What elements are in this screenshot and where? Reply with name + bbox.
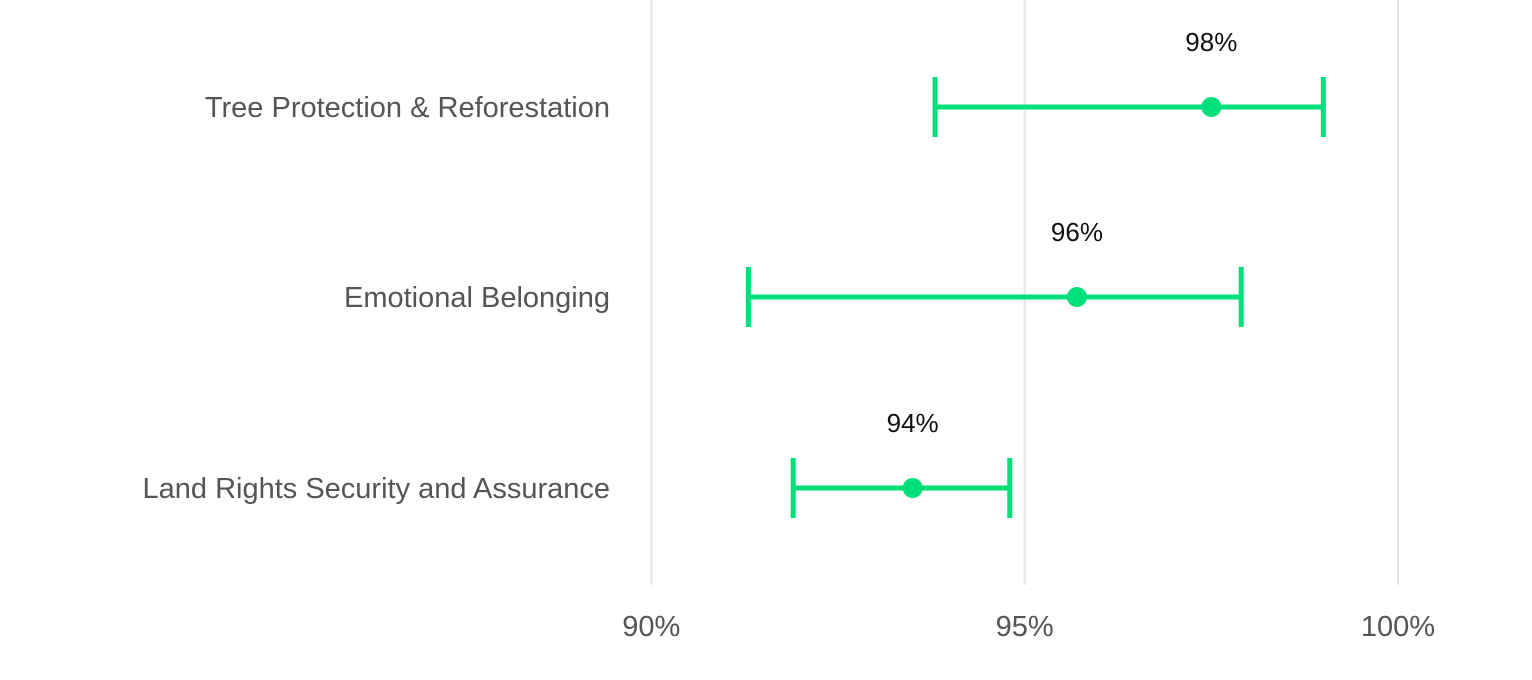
value-label: 98% [1185,27,1237,57]
category-label: Tree Protection & Reforestation [205,92,610,124]
x-tick-label: 100% [1361,611,1435,643]
estimate-point [902,478,923,498]
estimate-point [1066,287,1087,307]
x-tick-label: 90% [622,611,680,643]
x-tick-label: 95% [996,611,1054,643]
category-labels: Tree Protection & Reforestation Emotional… [143,92,611,505]
grid-layer [650,0,1399,585]
value-label: 96% [1051,217,1103,247]
category-label: Emotional Belonging [344,282,610,314]
value-label: 94% [887,408,939,438]
x-axis-ticks: 90% 95% 100% [622,611,1435,643]
category-label: Land Rights Security and Assurance [143,473,611,505]
error-bar-series: 98% 96% 94% [745,27,1326,518]
estimate-point [1201,97,1222,117]
